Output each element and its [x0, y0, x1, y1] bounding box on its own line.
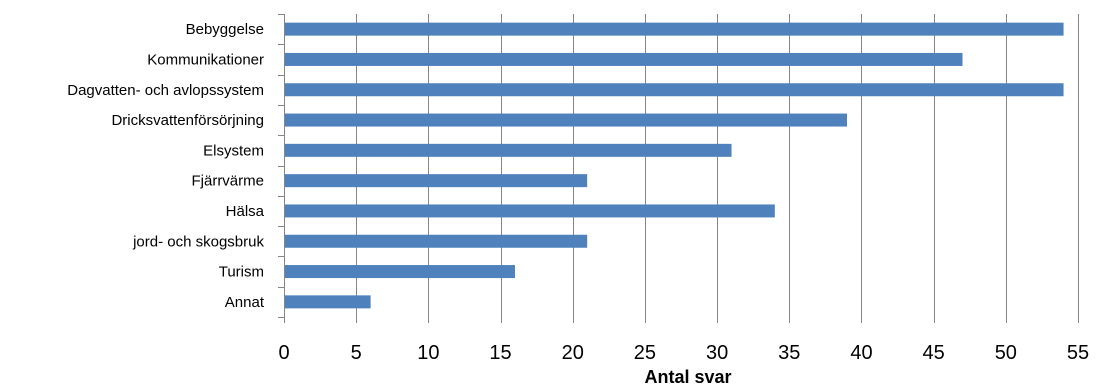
category-label: Hälsa — [226, 203, 265, 220]
x-tick-label: 15 — [489, 342, 511, 364]
bar — [285, 113, 848, 127]
x-tick-label: 40 — [850, 342, 872, 364]
x-axis-title: Antal svar — [644, 367, 731, 387]
bar — [285, 143, 732, 157]
x-tick-label: 45 — [923, 342, 945, 364]
bar — [285, 22, 1064, 36]
bar — [285, 52, 963, 66]
category-label: Bebyggelse — [186, 21, 264, 38]
bar — [285, 295, 371, 309]
x-tick-label: 10 — [417, 342, 439, 364]
x-tick-label: 55 — [1067, 342, 1089, 364]
category-labels: Bebyggelse Kommunikationer Dagvatten- och … — [67, 21, 265, 311]
x-tick-labels: 0 5 10 15 20 25 30 35 40 45 50 55 — [278, 342, 1089, 364]
bar — [285, 265, 515, 279]
x-tick-label: 25 — [634, 342, 656, 364]
category-label: Dagvatten- och avlopssystem — [67, 82, 264, 99]
category-label: jord- och skogsbruk — [132, 233, 264, 250]
x-tick-label: 30 — [706, 342, 728, 364]
bars — [285, 22, 1064, 309]
x-tick-label: 35 — [778, 342, 800, 364]
category-label: Annat — [225, 294, 265, 311]
category-label: Dricksvattenförsörjning — [111, 112, 264, 129]
bar — [285, 234, 588, 248]
category-label: Fjärrvärme — [191, 173, 264, 190]
category-label: Elsystem — [203, 142, 264, 159]
category-label: Kommunikationer — [147, 51, 264, 68]
bar — [285, 83, 1064, 97]
x-tick-label: 50 — [995, 342, 1017, 364]
x-tick-label: 20 — [562, 342, 584, 364]
x-tick-label: 5 — [351, 342, 362, 364]
bar — [285, 204, 775, 218]
category-label: Turism — [219, 264, 264, 281]
x-tick-label: 0 — [278, 342, 289, 364]
bar — [285, 174, 588, 188]
